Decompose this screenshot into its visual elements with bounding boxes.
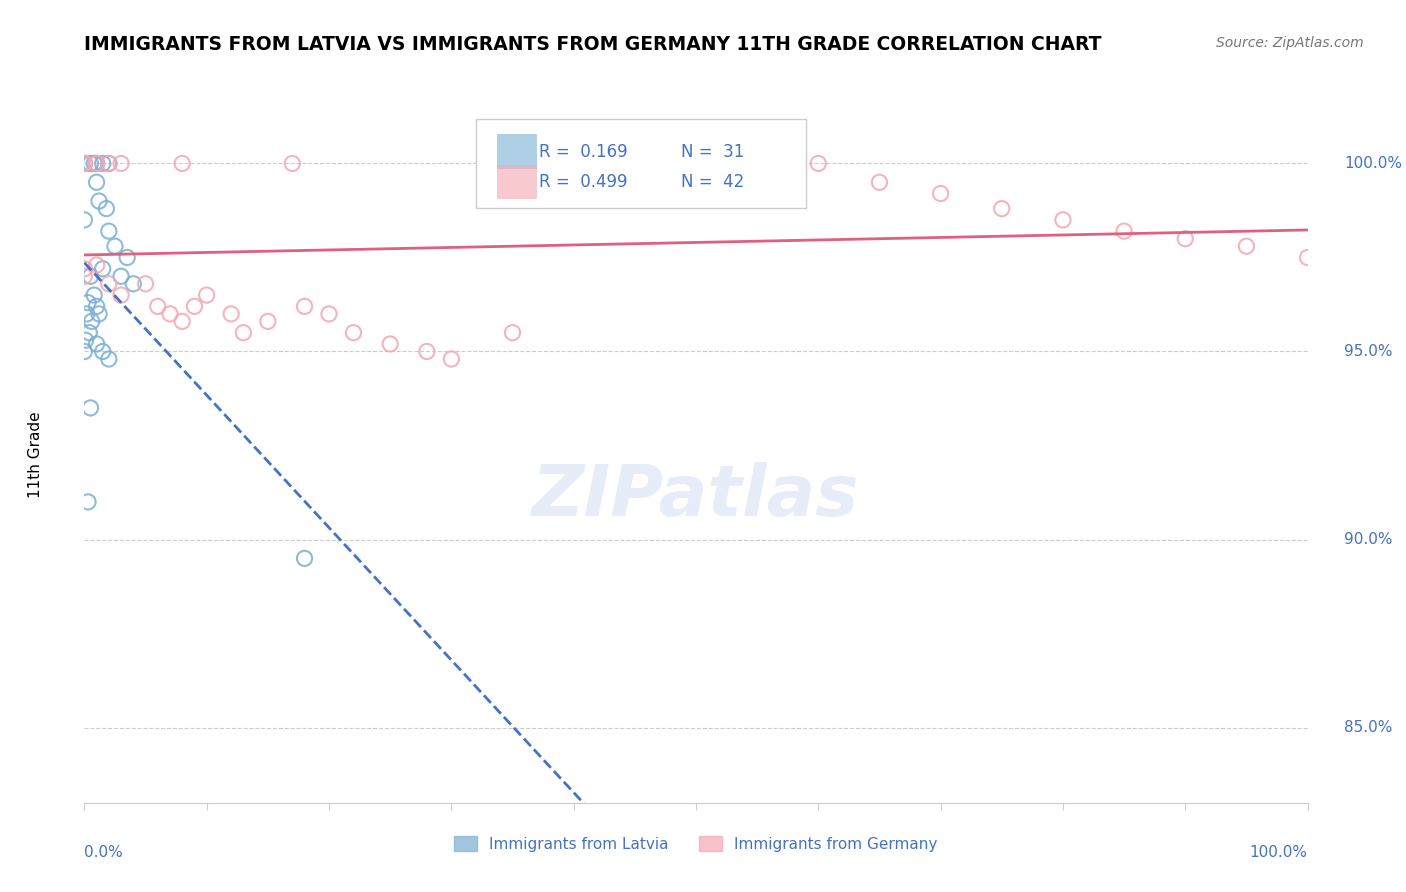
- Point: [294, 299, 316, 313]
- Text: R =  0.499: R = 0.499: [540, 173, 628, 191]
- Point: [416, 344, 439, 359]
- Point: [1234, 239, 1257, 253]
- Point: [172, 156, 194, 170]
- Point: [110, 156, 132, 170]
- Point: [86, 156, 108, 170]
- Point: [91, 344, 114, 359]
- Text: N =  31: N = 31: [682, 143, 745, 161]
- Point: [80, 314, 103, 328]
- Point: [281, 156, 304, 170]
- Text: 90.0%: 90.0%: [1344, 532, 1393, 547]
- Point: [97, 156, 120, 170]
- Point: [219, 307, 242, 321]
- Text: IMMIGRANTS FROM LATVIA VS IMMIGRANTS FROM GERMANY 11TH GRADE CORRELATION CHART: IMMIGRANTS FROM LATVIA VS IMMIGRANTS FRO…: [84, 35, 1102, 54]
- Text: N =  42: N = 42: [682, 173, 745, 191]
- Text: 100.0%: 100.0%: [1344, 156, 1402, 171]
- Point: [83, 288, 105, 302]
- Point: [115, 251, 138, 265]
- Point: [380, 337, 402, 351]
- Point: [86, 299, 108, 313]
- Point: [96, 202, 118, 216]
- Point: [807, 156, 830, 170]
- Point: [1052, 212, 1074, 227]
- Point: [929, 186, 952, 201]
- Point: [75, 333, 97, 347]
- Point: [77, 326, 100, 340]
- Point: [232, 326, 254, 340]
- Point: [91, 261, 114, 276]
- Point: [869, 175, 891, 189]
- Text: 95.0%: 95.0%: [1344, 344, 1393, 359]
- Point: [135, 277, 157, 291]
- Point: [1296, 251, 1319, 265]
- Point: [86, 337, 108, 351]
- Point: [83, 156, 105, 170]
- Text: 100.0%: 100.0%: [1250, 845, 1308, 860]
- Point: [122, 277, 145, 291]
- Point: [79, 401, 101, 415]
- Point: [73, 156, 96, 170]
- Point: [1174, 232, 1197, 246]
- Point: [747, 156, 769, 170]
- Point: [87, 194, 110, 208]
- Point: [183, 299, 205, 313]
- FancyBboxPatch shape: [496, 134, 536, 168]
- Point: [86, 175, 108, 189]
- Point: [257, 314, 280, 328]
- Point: [73, 269, 96, 284]
- Point: [294, 551, 316, 566]
- FancyBboxPatch shape: [475, 119, 806, 208]
- Point: [91, 156, 114, 170]
- Point: [76, 307, 98, 321]
- Point: [146, 299, 169, 313]
- Point: [79, 156, 101, 170]
- Point: [77, 295, 100, 310]
- Point: [110, 288, 132, 302]
- Point: [73, 261, 96, 276]
- Point: [73, 156, 96, 170]
- Point: [110, 269, 132, 284]
- Point: [97, 351, 120, 366]
- FancyBboxPatch shape: [496, 165, 536, 198]
- Point: [79, 269, 101, 284]
- Text: R =  0.169: R = 0.169: [540, 143, 628, 161]
- Text: 11th Grade: 11th Grade: [28, 411, 44, 499]
- Point: [501, 326, 523, 340]
- Point: [172, 314, 194, 328]
- Point: [86, 258, 108, 272]
- Legend: Immigrants from Latvia, Immigrants from Germany: Immigrants from Latvia, Immigrants from …: [449, 830, 943, 858]
- Point: [73, 212, 96, 227]
- Point: [73, 156, 96, 170]
- Text: ZIPatlas: ZIPatlas: [533, 462, 859, 531]
- Point: [86, 156, 108, 170]
- Point: [159, 307, 181, 321]
- Point: [73, 344, 96, 359]
- Point: [97, 277, 120, 291]
- Point: [97, 156, 120, 170]
- Point: [990, 202, 1012, 216]
- Point: [318, 307, 340, 321]
- Text: 85.0%: 85.0%: [1344, 720, 1393, 735]
- Point: [86, 156, 108, 170]
- Point: [685, 156, 707, 170]
- Text: 0.0%: 0.0%: [84, 845, 124, 860]
- Text: Source: ZipAtlas.com: Source: ZipAtlas.com: [1216, 36, 1364, 50]
- Point: [104, 239, 127, 253]
- Point: [87, 307, 110, 321]
- Point: [195, 288, 218, 302]
- Point: [97, 224, 120, 238]
- Point: [1114, 224, 1136, 238]
- Point: [77, 495, 100, 509]
- Point: [73, 156, 96, 170]
- Point: [342, 326, 364, 340]
- Point: [440, 351, 463, 366]
